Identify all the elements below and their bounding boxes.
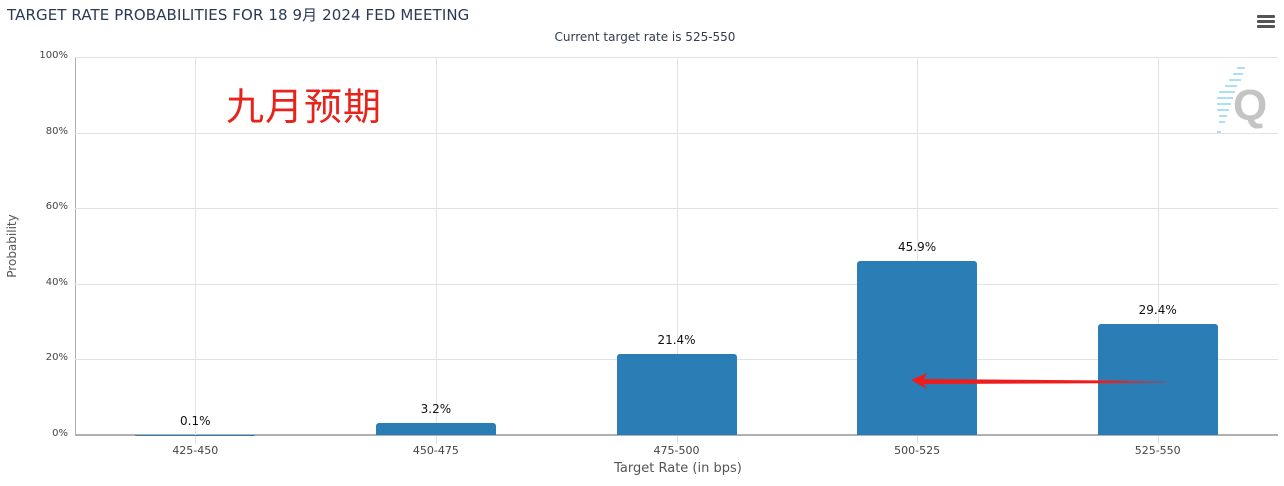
x-tick-label: 475-500 <box>653 444 700 457</box>
bar-525-550[interactable] <box>1097 323 1218 435</box>
x-tick-mark <box>195 436 197 444</box>
annotation-text: 九月预期 <box>226 85 383 129</box>
y-tick-label: 0% <box>52 428 68 439</box>
bar-475-500[interactable] <box>616 354 737 435</box>
x-tick-mark <box>435 436 437 444</box>
x-axis-line <box>75 434 1278 436</box>
y-tick-label: 20% <box>45 352 68 364</box>
x-tick-label: 525-550 <box>1134 444 1181 457</box>
chart-title: TARGET RATE PROBABILITIES FOR 18 9月 2024… <box>7 6 470 24</box>
bar-450-475[interactable] <box>375 422 496 435</box>
y-tick-label: 80% <box>45 125 68 137</box>
y-tick-label: 40% <box>45 276 68 288</box>
gridline-vertical <box>435 57 437 435</box>
chart-subtitle: Current target rate is 525-550 <box>554 30 736 44</box>
y-axis-label: Probability <box>5 214 19 278</box>
x-tick-label: 450-475 <box>412 444 459 457</box>
quikstrike-q-logo-icon: Q <box>1217 67 1267 133</box>
bar-value-label: 3.2% <box>420 401 452 416</box>
red-arrow-icon <box>911 373 1167 389</box>
x-tick-label: 425-450 <box>172 444 219 457</box>
hamburger-menu-icon[interactable] <box>1257 15 1275 29</box>
bar-value-label: 29.4% <box>1138 302 1177 317</box>
x-tick-mark <box>917 436 919 444</box>
bar-value-label: 21.4% <box>657 333 696 348</box>
x-tick-mark <box>676 436 678 444</box>
bar-500-525[interactable] <box>857 261 978 435</box>
gridline-vertical <box>676 57 678 435</box>
bar-value-label: 45.9% <box>898 240 937 255</box>
y-axis-line <box>75 57 76 435</box>
bar-value-label: 0.1% <box>180 413 211 428</box>
plot-area <box>75 57 1278 436</box>
gridline-vertical <box>917 57 919 435</box>
gridline-vertical <box>1157 57 1159 435</box>
svg-text:Q: Q <box>1233 81 1267 130</box>
x-axis-label: Target Rate (in bps) <box>614 461 742 476</box>
gridline-vertical <box>195 57 197 435</box>
x-tick-label: 500-525 <box>894 444 941 457</box>
y-tick-label: 60% <box>45 201 68 213</box>
x-tick-mark <box>1157 436 1159 444</box>
y-tick-label: 100% <box>39 50 68 61</box>
